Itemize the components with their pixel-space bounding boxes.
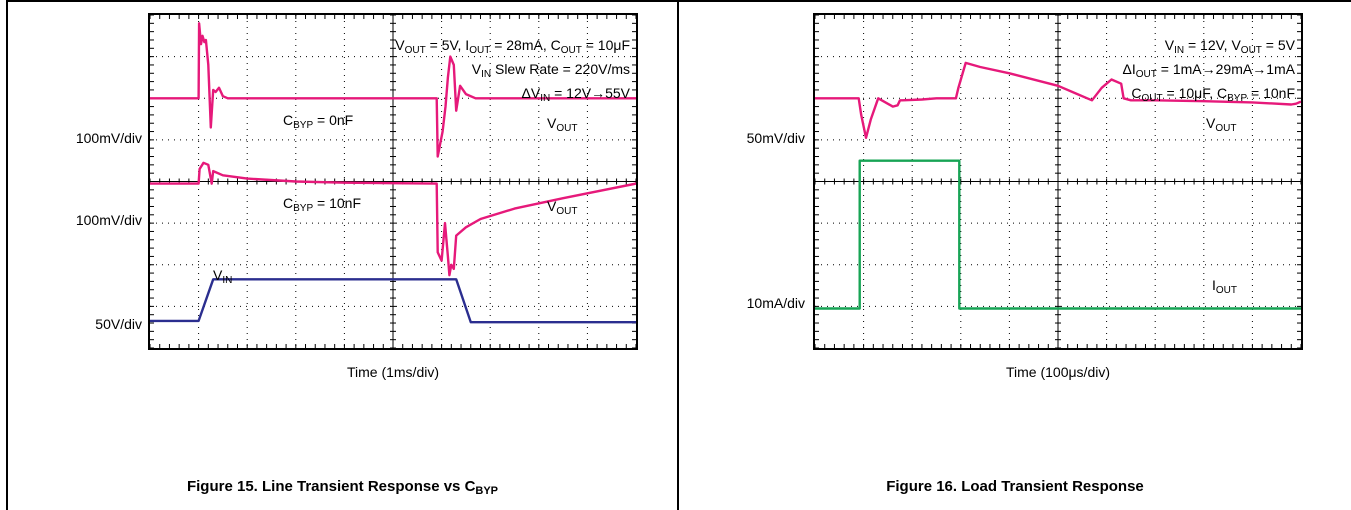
fig16-caption: Figure 16. Load Transient Response — [886, 478, 1144, 495]
figure-16-svg — [815, 15, 1301, 348]
fig16-xlabel: Time (100μs/div) — [1005, 364, 1110, 380]
fig15-ylabel-vout-10nf: 100mV/div — [75, 212, 142, 228]
figure-16-panel: VIN = 12V, VOUT = 5V ΔIOUT = 1mA→29mA→1m… — [679, 0, 1351, 510]
trace-vin — [150, 278, 636, 324]
figure-15-panel: VOUT = 5V, IOUT = 28mA, COUT = 10μF VIN … — [8, 0, 677, 510]
fig16-annotation-voltages: VIN = 12V, VOUT = 5V — [1164, 37, 1295, 56]
fig15-label-cbyp-0nf: CBYP = 0nF — [283, 112, 354, 131]
figure-15-plot: VOUT = 5V, IOUT = 28mA, COUT = 10μF VIN … — [148, 13, 638, 350]
trace-vout-cbyp-0nf — [150, 22, 636, 158]
fig16-annotation-capacitors: COUT = 10μF, CBYP = 10nF — [1131, 85, 1295, 104]
fig15-label-vout-2: VOUT — [547, 198, 578, 217]
trace-iout — [815, 159, 1301, 310]
fig15-annotation-delta-vin: ΔVIN = 12V→55V — [521, 85, 630, 104]
left-border — [6, 0, 8, 510]
fig16-label-vout: VOUT — [1206, 115, 1237, 134]
fig15-annotation-slew: VIN Slew Rate = 220V/ms — [471, 61, 630, 80]
fig15-ylabel-vin: 50V/div — [95, 316, 142, 332]
figure-16-plot: VIN = 12V, VOUT = 5V ΔIOUT = 1mA→29mA→1m… — [813, 13, 1303, 350]
fig15-label-vout-1: VOUT — [547, 115, 578, 134]
trace-vout — [815, 61, 1301, 139]
fig15-caption: Figure 15. Line Transient Response vs CB… — [186, 478, 499, 497]
fig15-ylabel-vout-0nf: 100mV/div — [75, 130, 142, 146]
fig16-annotation-delta-iout: ΔIOUT = 1mA→29mA→1mA — [1122, 61, 1295, 80]
fig15-annotation-conditions: VOUT = 5V, IOUT = 28mA, COUT = 10μF — [395, 37, 630, 56]
fig15-label-cbyp-10nf: CBYP = 10nF — [283, 195, 362, 214]
fig16-ylabel-iout: 10mA/div — [746, 295, 805, 311]
fig16-ylabel-vout: 50mV/div — [746, 130, 805, 146]
figure-15-svg — [150, 15, 636, 348]
panel-divider — [677, 0, 679, 510]
trace-vout-cbyp-10nf — [150, 161, 636, 277]
graticule — [815, 15, 1301, 348]
fig16-label-iout: IOUT — [1212, 277, 1237, 296]
fig15-xlabel: Time (1ms/div) — [346, 364, 440, 380]
fig15-label-vin: VIN — [213, 267, 233, 286]
